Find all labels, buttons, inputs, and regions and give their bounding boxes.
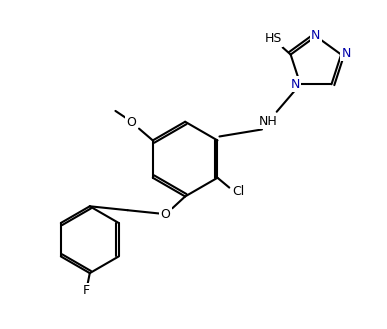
Text: O: O — [126, 116, 136, 129]
Text: O: O — [161, 208, 170, 221]
Text: N: N — [311, 29, 320, 42]
Text: HS: HS — [264, 32, 282, 45]
Text: N: N — [291, 78, 300, 91]
Text: N: N — [341, 47, 351, 60]
Text: NH: NH — [259, 115, 277, 128]
Text: Cl: Cl — [232, 185, 244, 198]
Text: F: F — [82, 284, 89, 297]
